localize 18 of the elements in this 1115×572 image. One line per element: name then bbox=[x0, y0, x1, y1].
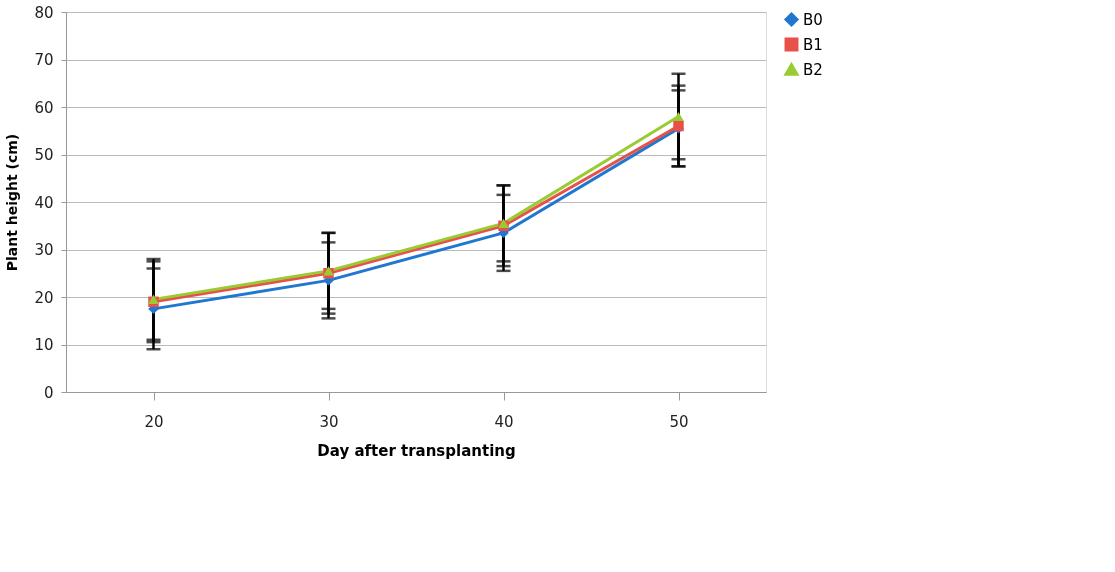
y-tick-label: 80 bbox=[34, 3, 54, 22]
y-tick-label: 20 bbox=[34, 288, 54, 307]
legend-label: B0 bbox=[803, 10, 823, 29]
y-axis-title: Plant height (cm) bbox=[4, 133, 21, 272]
legend-label: B1 bbox=[803, 35, 823, 54]
y-tick-label: 30 bbox=[34, 241, 54, 259]
y-tick-label: 40 bbox=[34, 193, 54, 212]
x-tick-label: 30 bbox=[319, 412, 339, 431]
y-tick-label: 0 bbox=[43, 383, 54, 402]
y-tick-label: 70 bbox=[34, 51, 54, 69]
y-tick-label: 10 bbox=[34, 336, 54, 354]
x-tick-label: 50 bbox=[669, 412, 689, 431]
x-tick-label: 40 bbox=[494, 412, 514, 431]
y-tick-label: 50 bbox=[34, 146, 54, 164]
x-axis-title: Day after transplanting bbox=[317, 441, 516, 460]
legend-label: B2 bbox=[803, 60, 823, 79]
x-tick-label: 20 bbox=[144, 412, 164, 431]
y-tick-label: 60 bbox=[34, 98, 54, 117]
